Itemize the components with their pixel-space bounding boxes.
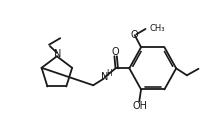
Text: N: N (101, 72, 108, 82)
Text: OH: OH (132, 101, 147, 111)
Text: O: O (131, 30, 139, 40)
Text: CH₃: CH₃ (149, 24, 165, 33)
Text: H: H (106, 69, 112, 78)
Text: N: N (54, 49, 61, 59)
Text: O: O (112, 47, 119, 57)
